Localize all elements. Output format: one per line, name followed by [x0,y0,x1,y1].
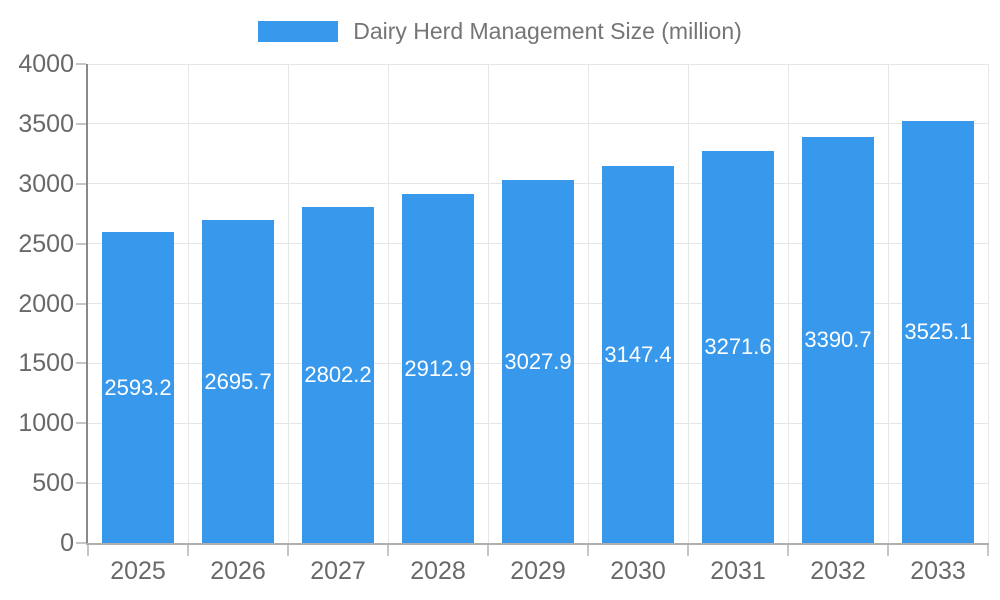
y-axis-tick [76,182,86,185]
bar-2033 [902,120,974,543]
x-axis-tick [587,543,589,556]
bar-2028 [402,194,474,543]
bar-2027 [302,207,374,543]
y-tick-label: 500 [32,469,74,498]
x-axis-tick [87,543,89,556]
y-tick-label: 2000 [18,289,74,318]
x-axis-tick [887,543,889,556]
bar-value-label: 3147.4 [604,341,672,367]
x-tick-label: 2028 [410,557,466,585]
chart-legend: Dairy Herd Management Size (million) [0,17,1000,45]
x-tick-label: 2029 [510,557,566,585]
y-axis-tick [76,63,86,65]
legend-label: Dairy Herd Management Size (million) [353,17,742,44]
v-gridline [887,64,889,543]
legend-swatch [258,20,339,42]
h-gridline [88,123,988,125]
bar-value-label: 2695.7 [204,368,272,394]
x-tick-label: 2027 [310,557,366,585]
plot-area: 2593.2 2695.7 2802.2 2912.9 3027.9 3147.4 3271… [76,63,989,556]
y-axis-line [86,64,88,543]
x-tick-label: 2032 [810,557,866,585]
bar-2026 [202,220,274,543]
x-tick-label: 2030 [610,557,666,585]
y-tick-label: 4000 [18,50,74,78]
x-tick-label: 2031 [710,557,766,585]
v-gridline [387,64,389,543]
v-gridline [587,64,589,543]
x-axis-line [86,543,989,545]
v-gridline [487,64,489,543]
bar-value-label: 2802.2 [304,362,372,388]
bar-2025 [102,232,174,543]
x-axis-tick [487,543,489,556]
v-gridline [987,64,989,543]
v-gridline [687,64,689,543]
x-axis-tick [187,543,189,556]
x-axis-tick [787,543,789,556]
x-tick-label: 2033 [910,557,966,585]
y-axis-tick [76,362,86,365]
x-axis-tick [987,543,989,556]
x-tick-label: 2025 [110,557,166,585]
y-tick-label: 3500 [18,109,74,138]
x-tick-label: 2026 [210,557,266,585]
bar-value-label: 3390.7 [804,326,872,352]
x-axis-tick [387,543,389,556]
y-tick-label: 1500 [18,349,74,378]
v-gridline [287,64,289,543]
h-gridline [88,63,988,65]
y-axis-tick [76,242,86,245]
bar-value-label: 3525.1 [904,318,972,344]
y-axis-tick [76,122,86,125]
bar-2031 [702,151,774,543]
y-axis-tick [76,302,86,305]
y-axis-tick [76,482,86,485]
bar-2029 [502,180,574,543]
y-tick-label: 0 [60,529,74,557]
bar-2030 [602,166,674,543]
v-gridline [787,64,789,543]
v-gridline [187,64,189,543]
y-tick-label: 2500 [18,229,74,258]
bar-value-label: 2912.9 [404,355,472,381]
bar-value-label: 3271.6 [704,334,772,360]
bar-value-label: 3027.9 [504,348,572,374]
y-tick-label: 3000 [18,169,74,198]
y-axis-tick [76,542,86,544]
x-axis-tick [287,543,289,556]
bar-2032 [802,136,874,543]
y-axis-tick [76,422,86,425]
bar-value-label: 2593.2 [104,374,172,400]
y-tick-label: 1000 [18,409,74,438]
x-axis-tick [687,543,689,556]
